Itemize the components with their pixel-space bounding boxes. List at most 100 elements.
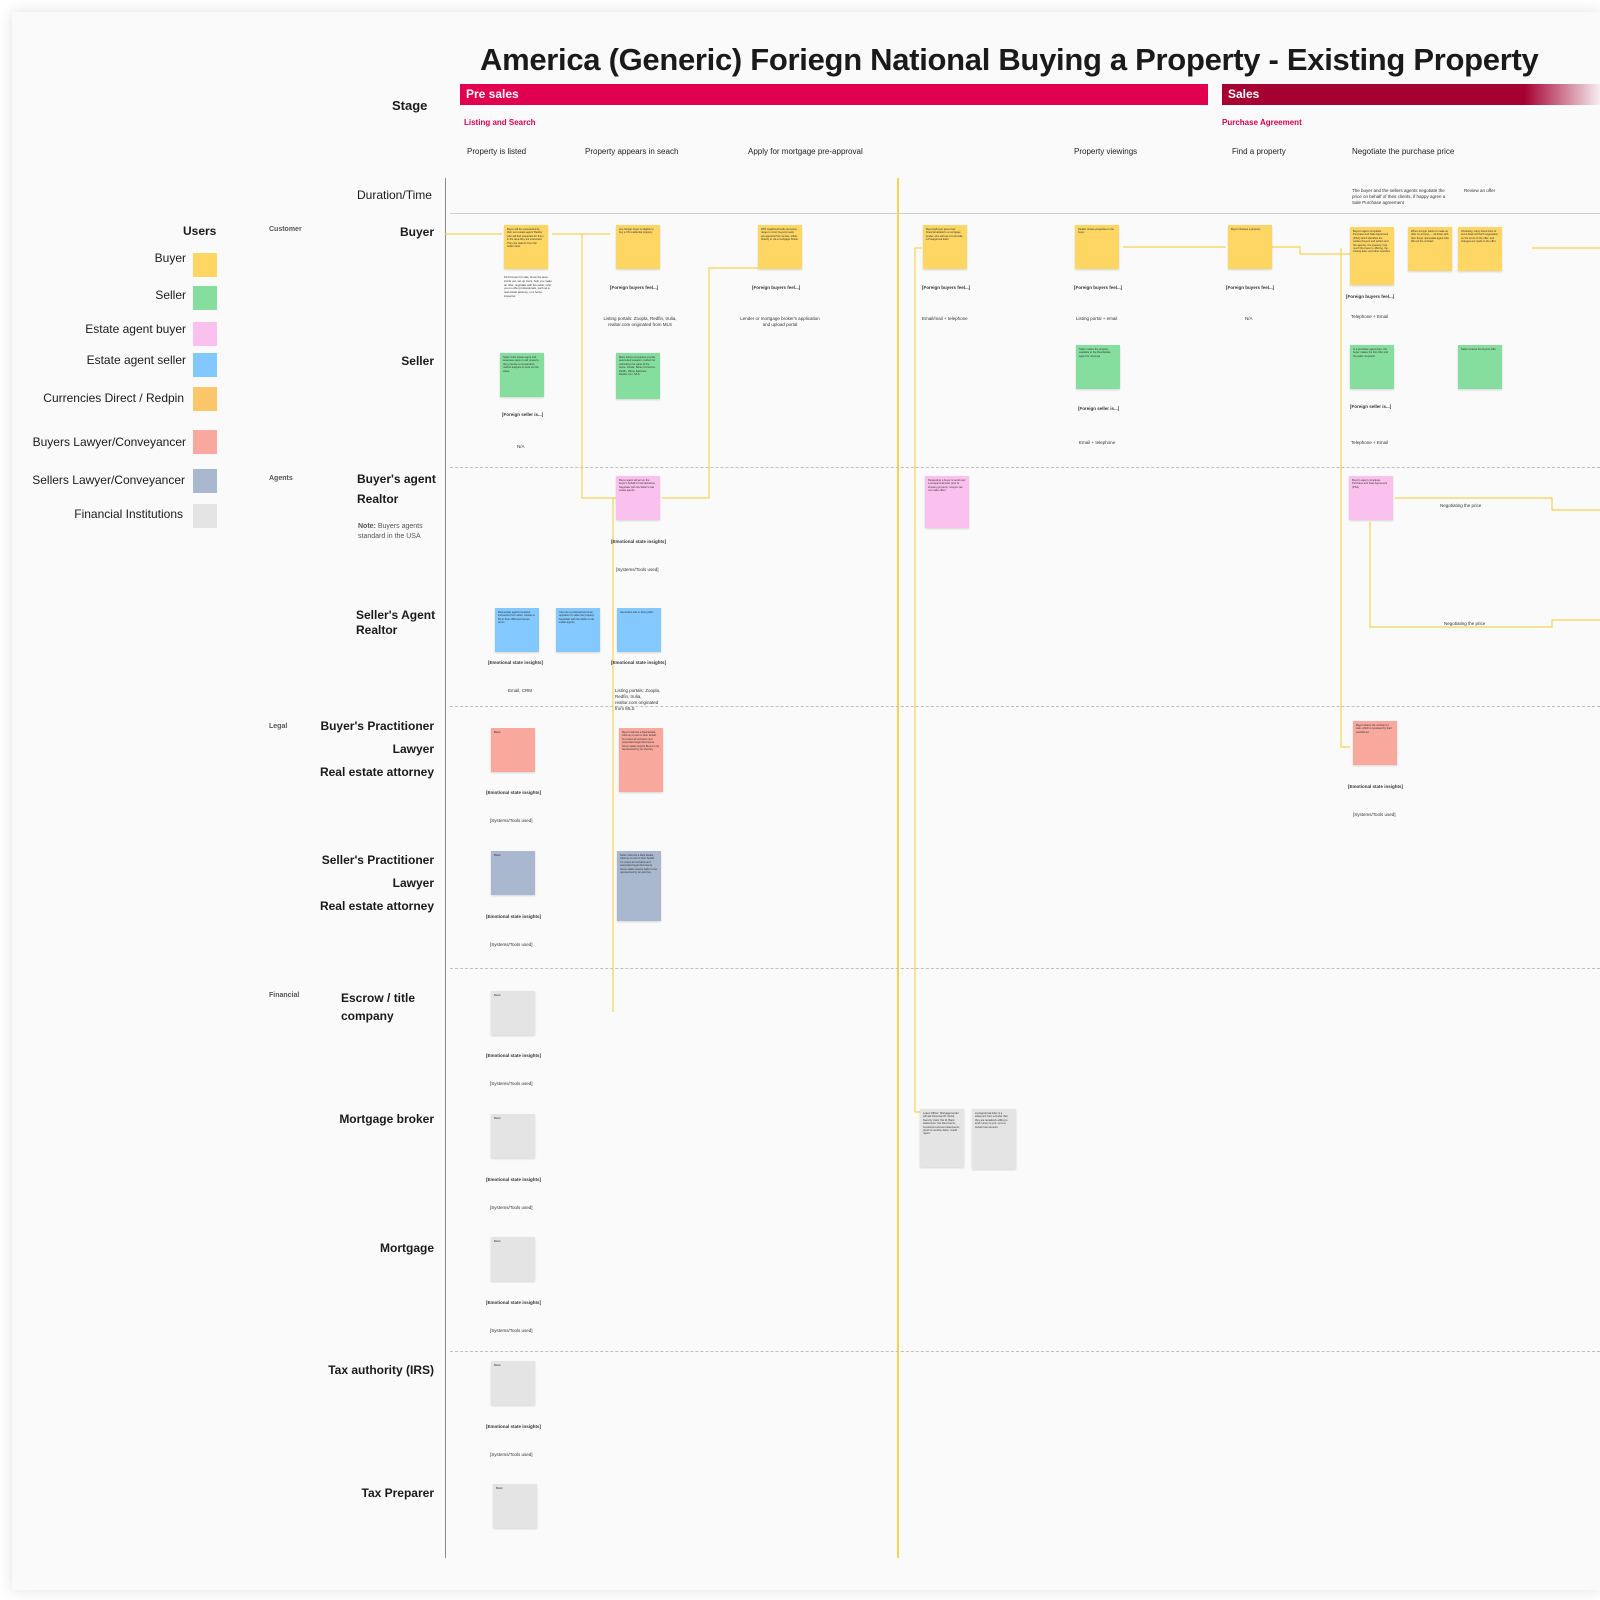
sticky-note[interactable]: Blank <box>491 851 535 895</box>
caption: N/A <box>517 444 525 449</box>
legend-swatch-financial-institutions <box>193 504 217 528</box>
sticky-note[interactable]: Can use a professional home appraiser to… <box>556 608 600 652</box>
caption: [Systems/Tools used] <box>490 1452 533 1457</box>
caption: Telephone + Email <box>1351 314 1389 319</box>
caption: Negotiating the price <box>1444 621 1486 626</box>
sticky-note[interactable]: Blank <box>491 991 535 1035</box>
page-title: America (Generic) Foriegn National Buyin… <box>480 42 1539 77</box>
sticky-note[interactable]: In a purchase agreement, the buyer makes… <box>1350 345 1394 389</box>
caption: [Systems/Tools used] <box>490 1205 533 1210</box>
sticky-note[interactable]: Blank <box>491 1114 535 1158</box>
connector-b1-agent <box>581 234 616 499</box>
sticky-note[interactable]: Buyer shares the contract of sale, which… <box>1353 721 1397 765</box>
sticky-note[interactable]: When a buyer wants to make an offer on a… <box>1408 227 1452 271</box>
caption: [Systems/Tools used] <box>1353 812 1396 817</box>
legend-label-sellers-lawyer: Sellers Lawyer/Conveyancer <box>32 473 185 487</box>
sticky-note[interactable]: Seller instructs a Real Estate Attorney … <box>617 851 661 921</box>
lane-axis <box>445 178 446 1558</box>
caption: [Systems/Tools used] <box>616 567 659 572</box>
sticky-note[interactable]: Real estate agents received instruction … <box>495 608 539 652</box>
lane-sellers-agent: Seller's Agent Realtor <box>356 608 435 638</box>
sticky-note[interactable]: Requesting a buyer to send over a preapp… <box>925 476 969 528</box>
caption: [Emotional state insights] <box>611 539 667 544</box>
sticky-note[interactable]: Buyer(s)/buyer gives their financial det… <box>923 225 967 269</box>
caption: [Foreign buyers feel...] <box>1226 285 1275 290</box>
duration-label: Duration/Time <box>357 188 432 202</box>
sticky-note[interactable]: Blank <box>493 1484 537 1528</box>
lane-buyers-practitioner-line3: Real estate attorney <box>319 765 434 779</box>
caption: Listing portals: Zoopla, Redfin, trulia,… <box>603 316 677 327</box>
caption: Listing portals: Zoopla, Redfin, trulia,… <box>615 688 661 711</box>
step-find-property: Find a property <box>1232 147 1286 156</box>
group-financial: Financial <box>269 992 300 999</box>
sticky-note[interactable]: Buyer will be represented by their own e… <box>504 225 548 269</box>
caption: [Systems/Tools used] <box>490 1328 533 1333</box>
step-property-viewings: Property viewings <box>1074 147 1138 156</box>
lane-buyers-practitioner-line1: Buyer's Practitioner <box>320 719 434 733</box>
sticky-note[interactable]: A preapproval letter is a statement from… <box>972 1109 1016 1169</box>
sticky-note[interactable]: Seller visits estate agent and assesses … <box>500 353 544 397</box>
sticky-note[interactable]: Buyer chooses a property <box>1228 225 1272 269</box>
group-customer: Customer <box>269 226 302 233</box>
separator-legal <box>450 706 1600 707</box>
lane-sellers-practitioner: Seller's Practitioner Lawyer Real estate… <box>254 849 434 918</box>
caption: [Systems/Tools used] <box>490 942 533 947</box>
review-offer-note: Review an offer <box>1464 188 1496 193</box>
caption: [Emotional state insights] <box>486 914 542 919</box>
sticky-note[interactable]: Loans Officer: Mortgage lender will ask … <box>920 1109 964 1167</box>
caption: Lender or mortgage broker's application … <box>740 316 820 327</box>
legend-label-financial-institutions: Financial Institutions <box>74 507 183 521</box>
journey-board: America (Generic) Foriegn National Buyin… <box>12 12 1600 1590</box>
group-legal: Legal <box>269 723 288 730</box>
lane-escrow: Escrow / title company <box>341 989 415 1025</box>
lane-sellers-practitioner-line2: Lawyer <box>392 876 434 890</box>
connector-m1 <box>914 248 920 1113</box>
lane-escrow-line1: Escrow / title <box>341 991 416 1005</box>
connector-agent-b3 <box>662 267 758 499</box>
note-detail: Find homes for sale, know the area insid… <box>504 275 552 298</box>
sticky-note[interactable]: Seller reviews the buyers offer <box>1458 345 1502 389</box>
sticky-note[interactable]: Buyer's agent completes Purchase and Sal… <box>1350 227 1394 285</box>
caption: [Emotional state insights] <box>486 1053 542 1058</box>
caption: [Systems/Tools used] <box>490 818 533 823</box>
legend-swatch-currencies-direct <box>193 387 217 411</box>
sticky-note[interactable]: With neighbourhoods and price range in m… <box>758 225 802 269</box>
sticky-note[interactable]: Realtor shows properties to the buyer <box>1075 225 1119 269</box>
step-negotiate-price: Negotiate the purchase price <box>1352 147 1455 156</box>
caption: [Emotional state insights] <box>488 660 544 665</box>
sticky-note[interactable]: Obviously, many times there is some back… <box>1458 227 1502 271</box>
stage-bar-pre-sales[interactable]: Pre sales <box>460 84 1208 105</box>
lane-seller: Seller <box>401 354 434 368</box>
sticky-note[interactable]: Seller makes the property available to t… <box>1076 345 1120 389</box>
legend-label-currencies-direct: Currencies Direct / Redpin <box>43 391 184 405</box>
lane-sellers-practitioner-line3: Real estate attorney <box>319 899 434 913</box>
legend-label-estate-agent-seller: Estate agent seller <box>86 353 186 367</box>
stage-bar-sales[interactable]: Sales <box>1222 84 1600 105</box>
sticky-note[interactable]: Buyer instructs a Real Estate Attorney t… <box>619 728 663 792</box>
lane-buyers-agent-line1: Buyer's agent <box>357 472 436 486</box>
lane-buyer: Buyer <box>399 225 434 239</box>
flow-connectors <box>445 233 1600 1113</box>
connector-negotiation-legal <box>1340 248 1350 748</box>
caption: [Emotional state insights] <box>1348 784 1404 789</box>
stage-label: Stage <box>392 98 428 113</box>
sticky-note[interactable]: Generates ads or listing offer <box>617 608 661 652</box>
legend-swatch-sellers-lawyer <box>193 469 217 493</box>
phase-listing-search: Listing and Search <box>464 118 536 127</box>
sticky-note[interactable]: Blank <box>491 1237 535 1281</box>
caption: [Emotional state insights] <box>486 790 542 795</box>
sticky-note[interactable]: Blank <box>491 728 535 772</box>
connector-negotiating-1 <box>1395 497 1600 511</box>
sticky-note[interactable]: Any foreign buyer is eligible to buy a U… <box>616 225 660 269</box>
legend-swatch-seller <box>193 286 217 310</box>
duration-divider <box>450 213 1600 214</box>
caption: Email + telephone <box>1079 440 1116 445</box>
sticky-note[interactable]: Buyer's agent completes Purchase and Sal… <box>1349 476 1393 520</box>
separator-tax <box>450 1351 1600 1352</box>
sticky-note[interactable]: Many listing companies provide automated… <box>616 353 660 399</box>
sticky-note[interactable]: Buyer agent will act on the buyer's beha… <box>616 476 660 520</box>
sticky-note[interactable]: Blank <box>491 1361 535 1405</box>
step-apply-mortgage: Apply for mortgage pre-approval <box>748 147 863 156</box>
lane-sellers-practitioner-line1: Seller's Practitioner <box>321 853 434 867</box>
lane-buyers-agent: Buyer's agent Realtor <box>357 470 436 508</box>
